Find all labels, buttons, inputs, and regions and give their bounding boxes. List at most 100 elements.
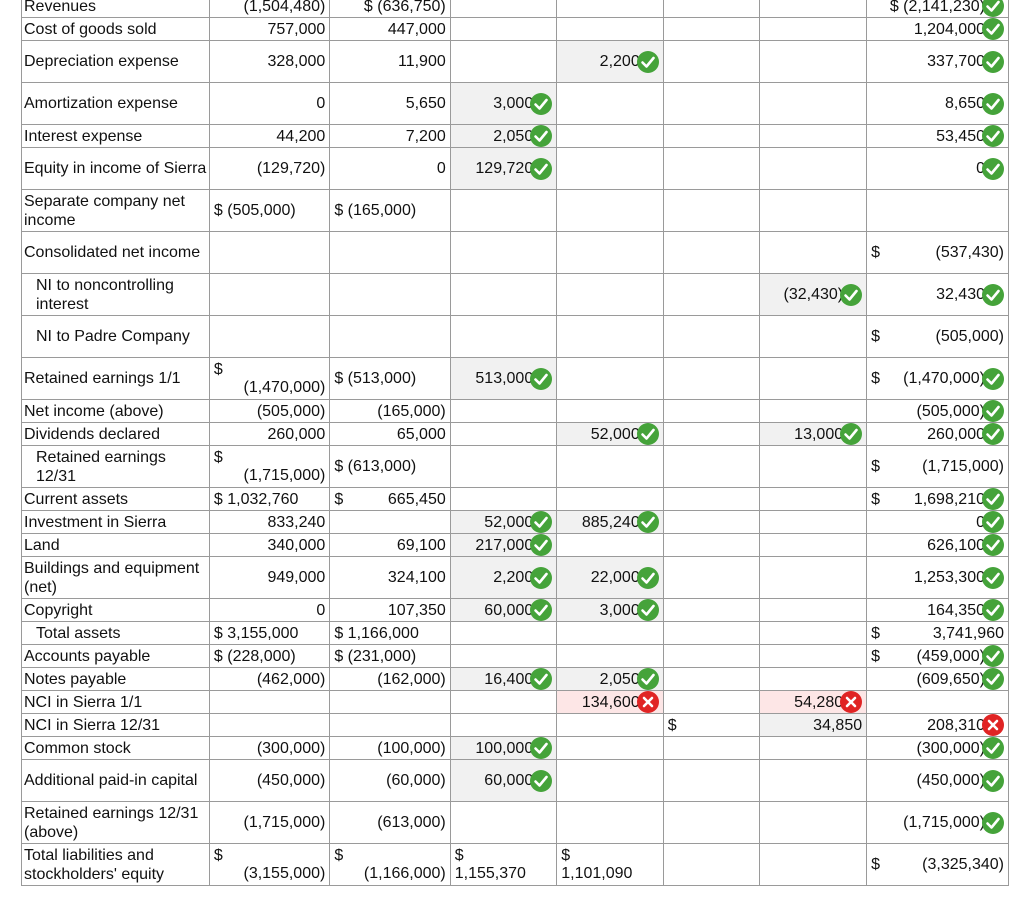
value-cell[interactable]: 134,600 — [556, 690, 664, 714]
value-cell[interactable]: 833,240 — [208, 510, 331, 534]
value-cell[interactable]: $665,450 — [329, 487, 451, 511]
value-cell[interactable]: 0 — [208, 82, 331, 125]
value-cell[interactable]: (129,720) — [208, 147, 331, 190]
value-cell[interactable]: 2,200 — [449, 556, 558, 599]
value-cell[interactable]: $ (513,000) — [329, 357, 451, 400]
value-cell[interactable]: (450,000) — [208, 759, 331, 802]
value-cell[interactable]: $ (613,000) — [329, 445, 451, 488]
value-cell[interactable]: 54,280 — [759, 690, 868, 714]
value-cell[interactable]: (505,000) — [208, 399, 331, 423]
value-cell[interactable]: 5,650 — [329, 82, 451, 125]
value-cell[interactable]: (613,000) — [329, 801, 451, 844]
value-cell[interactable]: 513,000 — [449, 357, 558, 400]
value-cell[interactable]: (505,000) — [866, 399, 1009, 423]
value-cell[interactable]: $ (1,715,000) — [208, 445, 331, 488]
value-cell[interactable]: $ 1,032,760 — [208, 487, 331, 511]
value-cell[interactable]: $ (1,470,000) — [208, 357, 331, 400]
value-cell[interactable]: (162,000) — [329, 667, 451, 691]
value-cell[interactable]: 949,000 — [208, 556, 331, 599]
value-cell[interactable]: $ (1,166,000) — [329, 843, 451, 886]
value-cell[interactable]: (462,000) — [208, 667, 331, 691]
value-cell[interactable]: 44,200 — [208, 124, 331, 148]
value-cell[interactable]: 1,253,300 — [866, 556, 1009, 599]
value-cell[interactable]: 217,000 — [449, 533, 558, 557]
value-cell[interactable]: 324,100 — [329, 556, 451, 599]
value-cell[interactable]: 260,000 — [866, 422, 1009, 446]
value-cell[interactable]: (1,504,480) — [208, 0, 331, 18]
value-cell[interactable]: 7,200 — [329, 124, 451, 148]
value-cell[interactable]: 0 — [208, 598, 331, 622]
value-cell[interactable]: (300,000) — [866, 736, 1009, 760]
value-cell[interactable]: (609,650) — [866, 667, 1009, 691]
value-cell[interactable]: $1,698,210 — [866, 487, 1009, 511]
value-cell[interactable]: 52,000 — [449, 510, 558, 534]
value-cell[interactable]: 447,000 — [329, 17, 451, 41]
value-cell[interactable]: (1,715,000) — [866, 801, 1009, 844]
value-cell[interactable]: 34,850 — [759, 713, 868, 737]
value-cell[interactable]: 0 — [329, 147, 451, 190]
value-cell[interactable]: $ (3,325,340) — [866, 843, 1009, 886]
value-cell[interactable]: $ (3,155,000) — [208, 843, 331, 886]
value-cell[interactable]: $ (537,430) — [866, 231, 1009, 274]
empty-cell — [449, 621, 558, 645]
value-cell[interactable]: 100,000 — [449, 736, 558, 760]
value-cell[interactable]: 337,700 — [866, 40, 1009, 83]
cell-value: (60,000) — [386, 772, 446, 789]
value-cell[interactable]: 107,350 — [329, 598, 451, 622]
value-cell[interactable]: 3,000 — [556, 598, 664, 622]
value-cell[interactable]: $ 1,166,000 — [329, 621, 451, 645]
value-cell[interactable]: 3,000 — [449, 82, 558, 125]
value-cell[interactable]: 208,310 — [866, 713, 1009, 737]
empty-cell — [556, 0, 664, 18]
value-cell[interactable]: 11,900 — [329, 40, 451, 83]
value-cell[interactable]: 22,000 — [556, 556, 664, 599]
value-cell[interactable]: $ (459,000) — [866, 644, 1009, 668]
value-cell[interactable]: (450,000) — [866, 759, 1009, 802]
value-cell[interactable]: $ (636,750) — [329, 0, 451, 18]
value-cell[interactable]: 2,200 — [556, 40, 664, 83]
value-cell[interactable]: $1,101,090 — [556, 843, 664, 886]
value-cell[interactable]: $ (1,715,000) — [866, 445, 1009, 488]
value-cell[interactable]: 16,400 — [449, 667, 558, 691]
value-cell[interactable]: 757,000 — [208, 17, 331, 41]
value-cell[interactable]: 69,100 — [329, 533, 451, 557]
value-cell[interactable]: 1,204,000 — [866, 17, 1009, 41]
value-cell[interactable]: (100,000) — [329, 736, 451, 760]
value-cell[interactable]: $ (505,000) — [866, 315, 1009, 358]
value-cell[interactable]: 52,000 — [556, 422, 664, 446]
cell-value: (609,650) — [916, 670, 986, 688]
value-cell[interactable]: 626,100 — [866, 533, 1009, 557]
value-cell[interactable]: (60,000) — [329, 759, 451, 802]
value-cell[interactable]: 13,000 — [759, 422, 868, 446]
value-cell[interactable]: $ (1,470,000) — [866, 357, 1009, 400]
value-cell[interactable]: $3,741,960 — [866, 621, 1009, 645]
value-cell[interactable]: $ — [662, 713, 761, 737]
value-cell[interactable]: (1,715,000) — [208, 801, 331, 844]
value-cell[interactable]: 885,240 — [556, 510, 664, 534]
value-cell[interactable]: $1,155,370 — [449, 843, 558, 886]
value-cell[interactable]: 2,050 — [556, 667, 664, 691]
value-cell[interactable]: 60,000 — [449, 598, 558, 622]
value-cell[interactable]: 8,650 — [866, 82, 1009, 125]
value-cell[interactable]: 328,000 — [208, 40, 331, 83]
value-cell[interactable]: (300,000) — [208, 736, 331, 760]
value-cell[interactable]: 60,000 — [449, 759, 558, 802]
value-cell[interactable]: 0 — [866, 510, 1009, 534]
value-cell[interactable]: $ (2,141,230) — [866, 0, 1009, 18]
value-cell[interactable]: 65,000 — [329, 422, 451, 446]
value-cell[interactable]: $ (231,000) — [329, 644, 451, 668]
value-cell[interactable]: 260,000 — [208, 422, 331, 446]
value-cell[interactable]: 340,000 — [208, 533, 331, 557]
value-cell[interactable]: 32,430 — [866, 273, 1009, 316]
value-cell[interactable]: 0 — [866, 147, 1009, 190]
value-cell[interactable]: $ (505,000) — [208, 189, 331, 232]
value-cell[interactable]: (32,430) — [759, 273, 868, 316]
value-cell[interactable]: $ (228,000) — [208, 644, 331, 668]
value-cell[interactable]: $ (165,000) — [329, 189, 451, 232]
value-cell[interactable]: (165,000) — [329, 399, 451, 423]
value-cell[interactable]: 53,450 — [866, 124, 1009, 148]
value-cell[interactable]: 129,720 — [449, 147, 558, 190]
value-cell[interactable]: 2,050 — [449, 124, 558, 148]
value-cell[interactable]: 164,350 — [866, 598, 1009, 622]
value-cell[interactable]: $ 3,155,000 — [208, 621, 331, 645]
